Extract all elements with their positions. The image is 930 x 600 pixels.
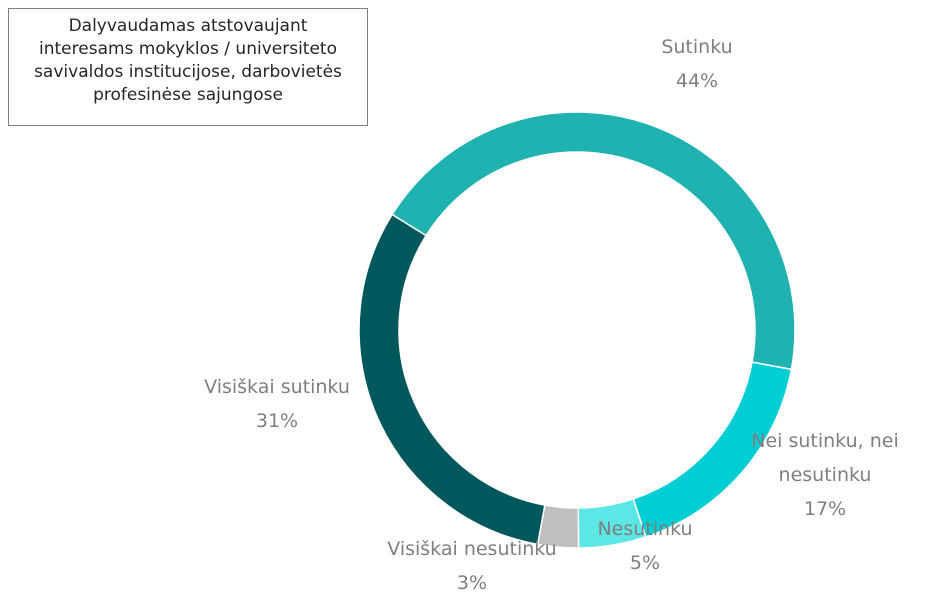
value-label: 17% — [803, 498, 847, 520]
value-label: 5% — [629, 552, 661, 574]
data-label: Visiškai nesutinku 3% — [362, 532, 582, 600]
donut-segment — [391, 111, 796, 371]
category-label: Nei sutinku, nei nesutinku — [751, 430, 899, 486]
value-label: 31% — [255, 410, 299, 432]
category-label: Nesutinku — [597, 518, 693, 540]
data-label: Nei sutinku, nei nesutinku 17% — [745, 424, 905, 526]
data-label: Sutinku 44% — [622, 30, 772, 98]
donut-segment — [358, 213, 546, 546]
category-label: Visiškai nesutinku — [387, 538, 557, 560]
category-label: Visiškai sutinku — [204, 376, 350, 398]
data-label: Nesutinku 5% — [575, 512, 715, 580]
category-label: Sutinku — [661, 36, 733, 58]
data-label: Visiškai sutinku 31% — [177, 370, 377, 438]
value-label: 3% — [456, 572, 488, 594]
value-label: 44% — [675, 70, 719, 92]
chart-title: Dalyvaudamas atstovaujant interesams mok… — [8, 8, 368, 126]
